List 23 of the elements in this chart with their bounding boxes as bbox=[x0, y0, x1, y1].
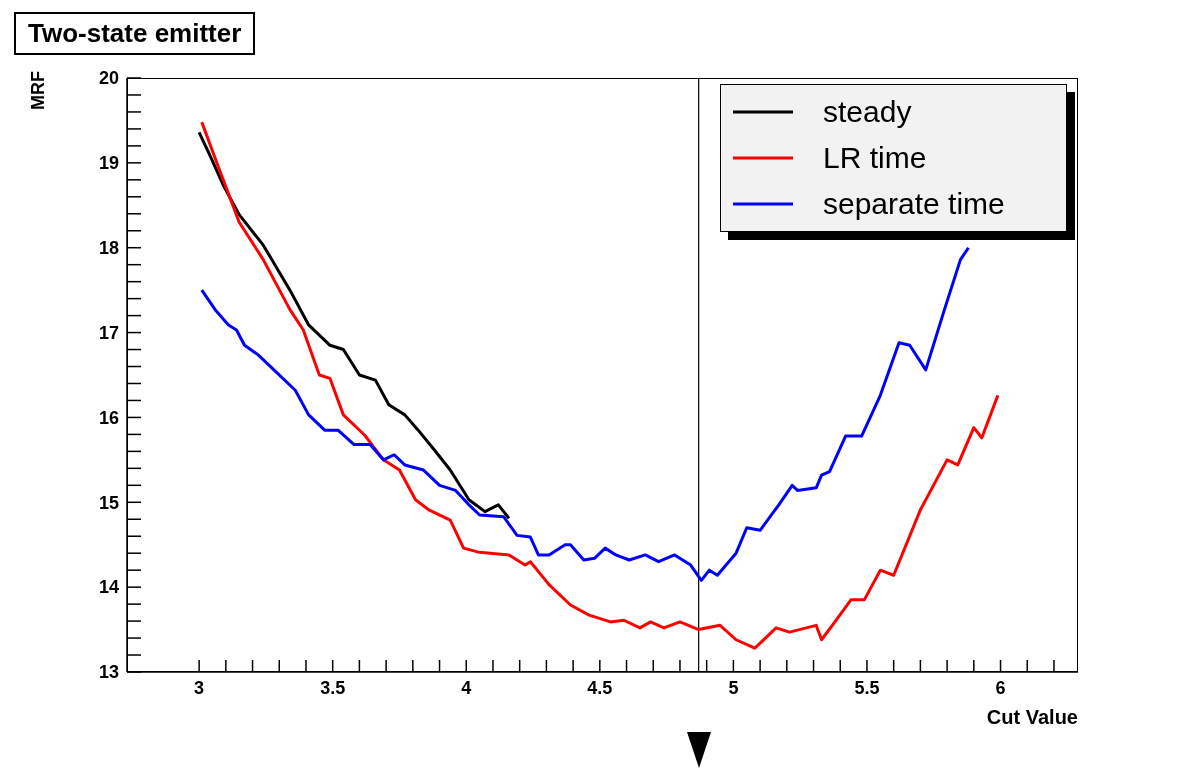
y-tick-label: 19 bbox=[98, 153, 119, 174]
x-tick-label: 3 bbox=[194, 678, 205, 698]
line-series bbox=[200, 246, 970, 582]
legend-label: steady bbox=[823, 95, 912, 129]
y-tick-label: 13 bbox=[98, 662, 119, 683]
x-tick-label: 4.5 bbox=[587, 678, 613, 698]
legend-label: LR time bbox=[823, 141, 927, 175]
y-tick-label: 17 bbox=[98, 322, 119, 343]
y-tick-label: 16 bbox=[98, 407, 119, 428]
y-tick-label: 14 bbox=[98, 577, 119, 598]
y-tick-label: 18 bbox=[98, 238, 119, 259]
x-axis-title: Cut Value bbox=[986, 706, 1078, 729]
x-tick-label: 5 bbox=[728, 678, 739, 698]
line-series bbox=[197, 130, 511, 520]
y-tick-label: 20 bbox=[98, 68, 119, 89]
y-tick-label: 15 bbox=[98, 492, 119, 513]
chart-title: Two-state emitter bbox=[14, 12, 256, 55]
x-tick-label: 3.5 bbox=[320, 678, 346, 698]
legend-label: separate time bbox=[823, 187, 1005, 221]
y-axis-title: MRF bbox=[28, 71, 49, 110]
x-tick-label: 6 bbox=[995, 678, 1006, 698]
x-tick-label: 5.5 bbox=[854, 678, 880, 698]
x-tick-label: 4 bbox=[461, 678, 472, 698]
